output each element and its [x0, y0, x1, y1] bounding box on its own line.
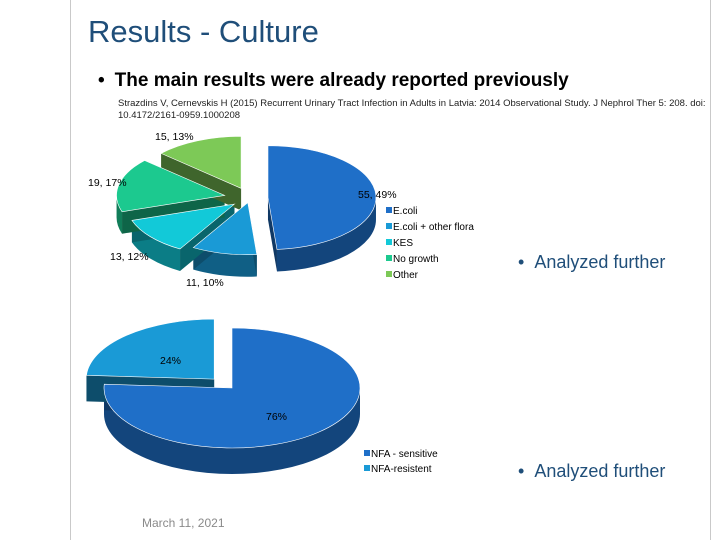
culture-pie-chart: 55, 49% 11, 10% 13, 12% 19, 17% 15, 13% — [88, 131, 397, 289]
nfa-pie-chart: 76% 24% — [86, 318, 361, 474]
data-label: 13, 12% — [110, 251, 149, 263]
data-label: 11, 10% — [186, 277, 224, 289]
legend-entry: E.coli — [393, 206, 417, 217]
legend-swatch — [364, 450, 370, 456]
legend-swatch — [386, 207, 392, 213]
pie-slice-nfa-resistent — [86, 318, 215, 380]
nfa-pie-legend: NFA - sensitive NFA-resistent — [364, 449, 438, 475]
right-vertical-rule — [710, 0, 711, 540]
pie-slice-side — [267, 197, 376, 272]
slide-date: March 11, 2021 — [142, 516, 225, 530]
pie-slice-kes — [131, 203, 236, 250]
data-label: 76% — [266, 411, 287, 423]
analyzed-further-text-1: Analyzed further — [534, 252, 666, 272]
data-label: 55, 49% — [358, 189, 397, 201]
pie-slice-other — [160, 136, 242, 189]
data-label: 24% — [160, 355, 181, 367]
legend-entry: NFA - sensitive — [371, 449, 438, 460]
bullet-dot: • — [98, 70, 105, 91]
data-label: 15, 13% — [155, 131, 194, 143]
pie-slice-no-growth — [116, 160, 226, 213]
legend-swatch — [386, 239, 392, 245]
culture-pie-legend: E.coli E.coli + other flora KES No growth Ot… — [386, 206, 474, 281]
legend-swatch — [364, 465, 370, 471]
data-label: 19, 17% — [88, 177, 127, 189]
main-bullet-text: The main results were already reported p… — [114, 70, 569, 91]
legend-swatch — [386, 271, 392, 277]
legend-entry: Other — [393, 270, 419, 281]
analyzed-further-note-1: • Analyzed further — [518, 252, 665, 273]
analyzed-further-text-2: Analyzed further — [534, 461, 666, 481]
legend-entry: KES — [393, 238, 413, 249]
pie-slice-rim — [116, 195, 123, 234]
analyzed-further-note-2: • Analyzed further — [518, 461, 665, 482]
citation: Strazdins V, Cernevskis H (2015) Recurre… — [118, 98, 706, 121]
legend-entry: No growth — [393, 254, 439, 265]
legend-swatch — [386, 255, 392, 261]
pie-slice-nfa-sensitive — [103, 327, 361, 449]
legend-entry: E.coli + other flora — [393, 222, 474, 233]
pie-slice-wall — [267, 197, 277, 272]
pie-slice-rim — [276, 197, 376, 272]
slide-title: Results - Culture — [88, 14, 319, 49]
legend-entry: NFA-resistent — [371, 464, 432, 475]
pie-slice-rim — [104, 388, 360, 474]
pie-slice-e-coli — [267, 145, 377, 250]
bullet-dot: • — [518, 252, 525, 272]
bullet-dot: • — [518, 461, 525, 481]
pie-slice-e-coli-other-flora — [192, 202, 258, 255]
legend-swatch — [386, 223, 392, 229]
left-vertical-rule — [70, 0, 71, 540]
main-bullet: • The main results were already reported … — [98, 70, 569, 92]
